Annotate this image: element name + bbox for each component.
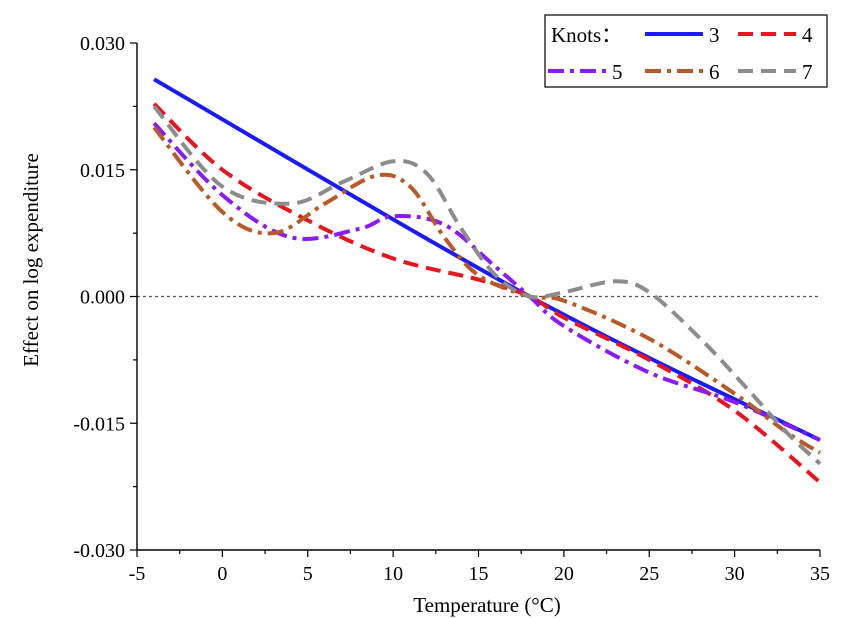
y-tick-label: -0.030 (73, 540, 125, 562)
y-tick-label: 0.030 (80, 33, 125, 55)
legend-label-knots-3: 3 (709, 23, 720, 47)
x-tick-label: 5 (303, 563, 313, 585)
x-tick-label: -5 (129, 563, 146, 585)
legend-label-knots-4: 4 (802, 23, 813, 47)
x-axis-title: Temperature (°C) (413, 593, 560, 617)
x-tick-label: 25 (639, 563, 659, 585)
y-tick-label: -0.015 (73, 413, 125, 435)
y-axis-title: Effect on log expenditure (19, 153, 43, 367)
x-tick-label: 0 (217, 563, 227, 585)
plot-area (137, 77, 822, 484)
x-tick-label: 30 (725, 563, 745, 585)
x-tick-label: 20 (554, 563, 574, 585)
y-tick-label: 0.015 (80, 160, 125, 182)
legend-label-knots-6: 6 (709, 60, 720, 84)
series-line-knots-4 (152, 102, 822, 484)
series-line-knots-7 (152, 105, 822, 466)
series-line-knots-5 (152, 121, 821, 442)
y-tick-label: 0.000 (80, 287, 125, 309)
legend-title: Knots： (551, 23, 622, 47)
x-tick-label: 10 (383, 563, 403, 585)
x-tick-label: 35 (810, 563, 830, 585)
legend-box (544, 14, 828, 88)
axes: -5 0 5 10 15 20 25 30 35 -0.030 -0.015 0.000 0.015 0.… (73, 33, 830, 585)
legend-label-knots-7: 7 (802, 60, 813, 84)
legend: Knots： 3 4 5 6 7 (544, 14, 828, 88)
series-line-knots-6 (152, 126, 822, 455)
legend-label-knots-5: 5 (612, 60, 623, 84)
x-tick-label: 15 (469, 563, 489, 585)
